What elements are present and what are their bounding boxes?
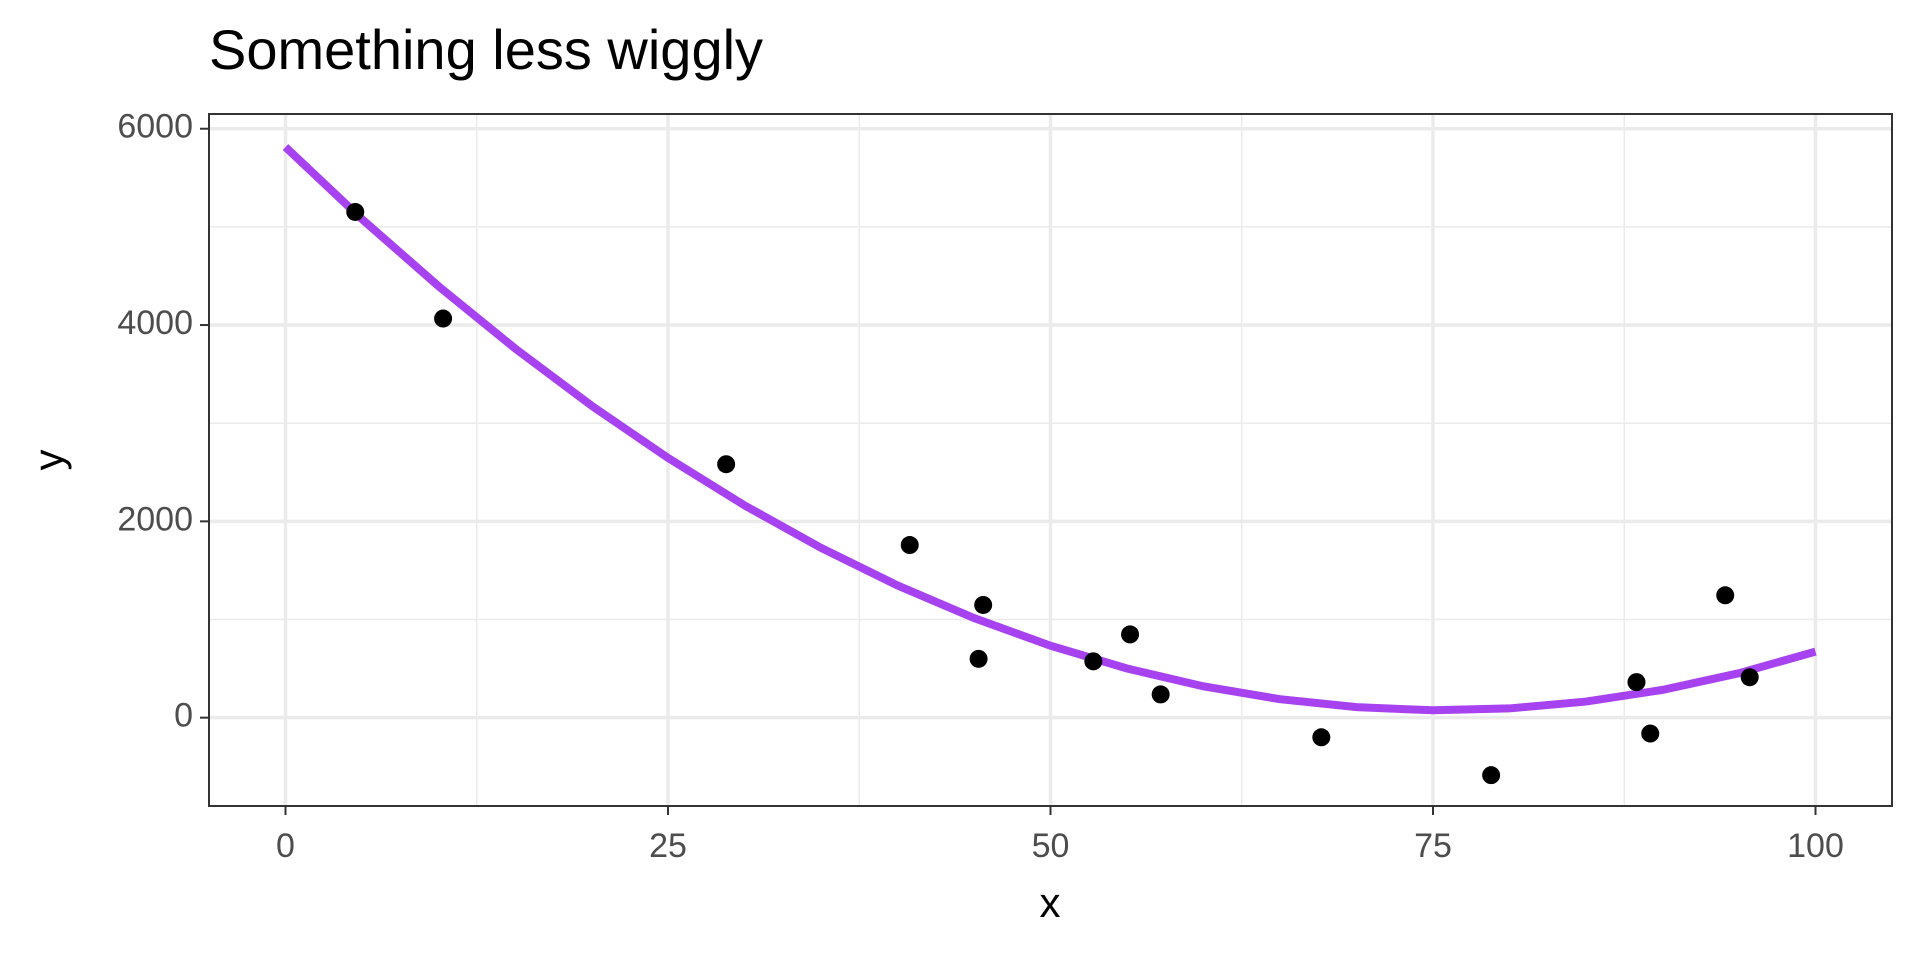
panel-border bbox=[208, 113, 1893, 807]
x-tick-label: 100 bbox=[1787, 827, 1844, 865]
data-point bbox=[434, 309, 453, 328]
data-point bbox=[1151, 685, 1170, 704]
data-point bbox=[1740, 668, 1759, 687]
x-tick-label: 50 bbox=[1032, 827, 1070, 865]
x-tick-label: 25 bbox=[649, 827, 687, 865]
data-point bbox=[974, 595, 993, 614]
x-tick-label: 75 bbox=[1414, 827, 1452, 865]
data-point bbox=[1627, 673, 1646, 692]
data-point bbox=[1084, 652, 1103, 671]
data-point bbox=[1312, 728, 1331, 747]
data-point bbox=[900, 536, 919, 555]
x-axis-title: x bbox=[1040, 879, 1061, 926]
x-tick-label: 0 bbox=[276, 827, 295, 865]
data-point bbox=[1482, 766, 1501, 785]
fit-line bbox=[282, 144, 1817, 715]
y-tick-label: 0 bbox=[174, 697, 193, 735]
data-point bbox=[717, 455, 736, 474]
y-tick-label: 4000 bbox=[117, 304, 193, 342]
chart-title: Something less wiggly bbox=[209, 18, 763, 81]
data-point bbox=[1121, 625, 1140, 644]
y-axis-title: y bbox=[25, 450, 72, 471]
data-point bbox=[1641, 724, 1660, 743]
y-tick-label: 2000 bbox=[117, 500, 193, 538]
data-point bbox=[1716, 586, 1735, 605]
data-point bbox=[969, 649, 988, 668]
y-tick-label: 6000 bbox=[117, 108, 193, 146]
data-point bbox=[346, 202, 365, 221]
